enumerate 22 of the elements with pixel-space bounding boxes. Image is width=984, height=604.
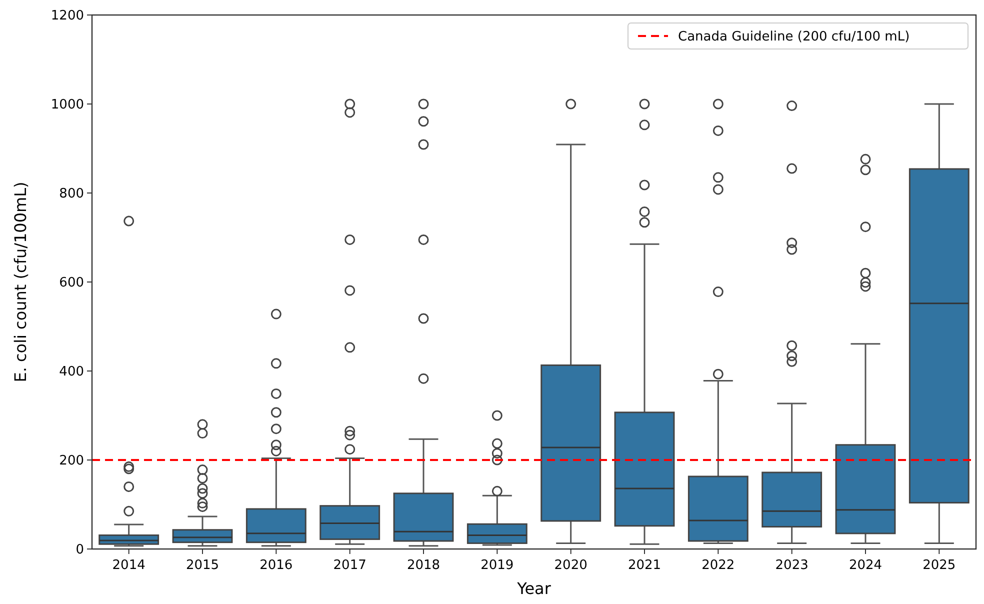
x-tick-label: 2017 (333, 558, 366, 573)
x-tick-label: 2015 (186, 558, 220, 573)
x-tick-label: 2023 (775, 558, 808, 573)
y-tick-label: 1200 (50, 8, 84, 24)
x-tick-label: 2019 (480, 558, 514, 573)
y-tick-label: 1000 (50, 98, 84, 113)
y-tick-label: 200 (59, 454, 84, 469)
x-tick-label: 2020 (554, 558, 588, 573)
y-tick-label: 400 (59, 364, 84, 380)
y-tick-label: 600 (59, 276, 84, 291)
x-tick-label: 2014 (112, 558, 146, 573)
y-tick-label: 800 (59, 186, 84, 202)
x-tick-label: 2018 (406, 558, 440, 573)
x-tick-label: 2021 (628, 558, 662, 573)
y-tick-label: 0 (76, 542, 84, 558)
legend-label: Canada Guideline (200 cfu/100 mL) (678, 30, 910, 45)
x-tick-label: 2016 (260, 558, 293, 573)
x-axis-title: Year (516, 579, 552, 598)
x-tick-label: 2024 (848, 558, 882, 573)
y-axis-title: E. coli count (cfu/100mL) (11, 182, 30, 382)
x-tick-label: 2022 (702, 558, 735, 573)
x-tick-label: 2025 (922, 558, 956, 573)
